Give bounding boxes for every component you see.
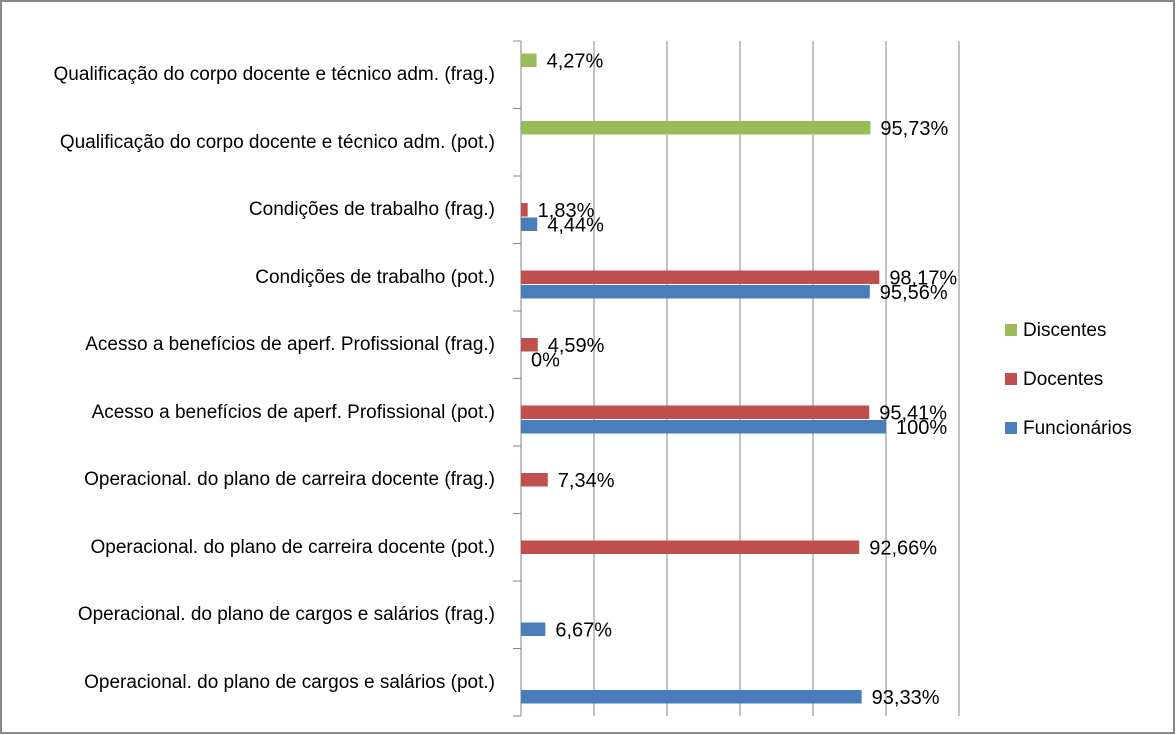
category-label: Operacional. do plano de carreira docent… — [84, 469, 495, 491]
legend-swatch — [1005, 324, 1017, 336]
legend-label: Docentes — [1023, 369, 1103, 390]
y-tick-label: Operacional. do plano de cargos e salári… — [20, 581, 495, 649]
bar — [521, 405, 870, 419]
data-label: 4,27% — [547, 51, 604, 73]
data-label: 4,59% — [548, 335, 605, 357]
y-tick-label: Operacional. do plano de carreira docent… — [20, 514, 495, 582]
data-label: 4,44% — [547, 215, 604, 237]
y-tick-label: Operacional. do plano de carreira docent… — [20, 446, 495, 514]
y-tick-label: Condições de trabalho (frag.) — [20, 176, 495, 244]
bar — [521, 270, 880, 284]
data-label: 95,73% — [880, 118, 948, 140]
data-label: 7,34% — [558, 470, 615, 492]
bar — [521, 540, 860, 554]
category-label: Acesso a benefícios de aperf. Profission… — [91, 401, 495, 423]
bar — [521, 53, 537, 67]
data-label: 95,56% — [880, 282, 948, 304]
bar — [521, 622, 546, 636]
data-label: 0% — [531, 350, 560, 372]
y-tick-label: Operacional. do plano de cargos e salári… — [20, 649, 495, 717]
bar — [521, 690, 862, 704]
bar — [521, 217, 538, 231]
legend-label: Funcionários — [1023, 418, 1132, 439]
bar — [521, 473, 548, 487]
bar — [521, 285, 870, 299]
y-tick-label: Acesso a benefícios de aperf. Profission… — [20, 379, 495, 447]
category-label: Qualificação do corpo docente e técnico … — [59, 131, 495, 153]
data-label: 95,41% — [879, 403, 947, 425]
category-label: Condições de trabalho (pot.) — [255, 266, 495, 288]
y-tick-label: Qualificação do corpo docente e técnico … — [20, 109, 495, 177]
data-label: 92,66% — [869, 538, 937, 560]
data-label: 93,33% — [872, 687, 940, 709]
bar — [521, 338, 538, 352]
bar — [521, 420, 886, 434]
category-label: Operacional. do plano de cargos e salári… — [84, 671, 495, 693]
category-label: Acesso a benefícios de aperf. Profission… — [85, 334, 495, 356]
data-label: 98,17% — [889, 268, 957, 290]
data-label: 100% — [896, 417, 947, 439]
bar — [521, 121, 871, 135]
bar — [521, 203, 528, 217]
y-tick-label: Condições de trabalho (pot.) — [20, 244, 495, 312]
legend-label: Discentes — [1023, 320, 1106, 341]
y-tick-label: Acesso a benefícios de aperf. Profission… — [20, 311, 495, 379]
data-label: 6,67% — [555, 620, 612, 642]
legend-swatch — [1005, 373, 1017, 385]
category-label: Qualificação do corpo docente e técnico … — [53, 64, 495, 86]
y-tick-label: Qualificação do corpo docente e técnico … — [20, 41, 495, 109]
category-label: Condições de trabalho (frag.) — [248, 199, 495, 221]
category-label: Operacional. do plano de carreira docent… — [90, 536, 495, 558]
data-label: 1,83% — [538, 200, 595, 222]
legend-swatch — [1005, 422, 1017, 434]
category-label: Operacional. do plano de cargos e salári… — [77, 604, 495, 626]
